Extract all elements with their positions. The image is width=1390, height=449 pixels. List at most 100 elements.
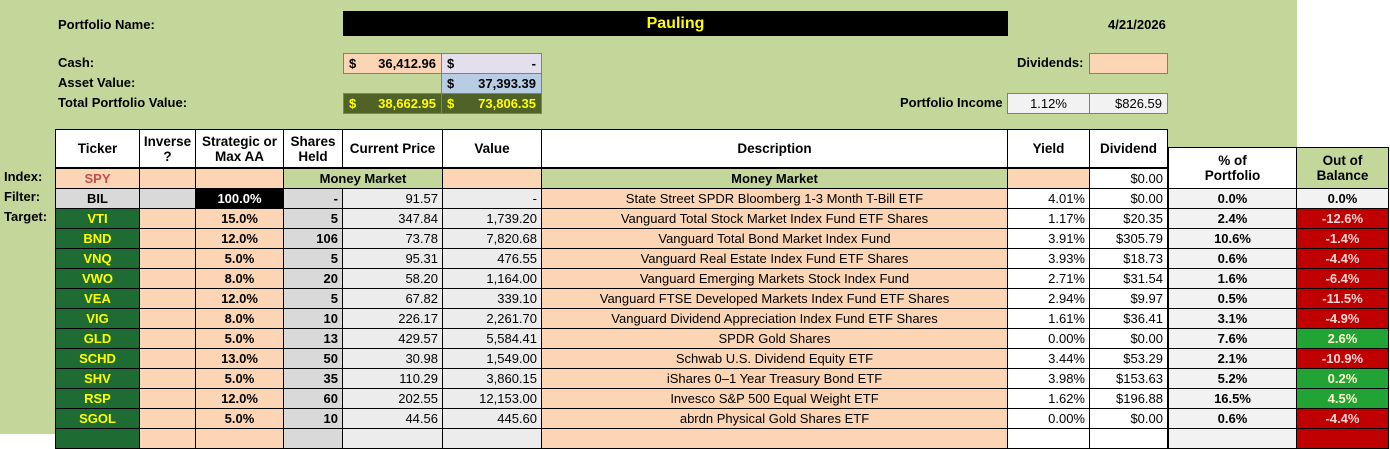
column-header: Ticker	[55, 129, 140, 168]
total-2-amount: 73,806.35	[478, 96, 536, 111]
next-row-cell	[1168, 428, 1297, 449]
ticker-cell: SGOL	[55, 408, 140, 429]
ticker-cell: VEA	[55, 288, 140, 309]
strategic-cell: 5.0%	[195, 248, 284, 269]
value-cell: 3,860.15	[442, 368, 542, 389]
value-cell: 12,153.00	[442, 388, 542, 409]
price-cell: 429.57	[342, 328, 443, 349]
strategic-cell-text: 5.0%	[224, 371, 255, 386]
inverse-cell	[139, 188, 196, 209]
price-cell: 110.29	[342, 368, 443, 389]
ticker-cell-text: SCHD	[79, 351, 116, 366]
dividend-cell: $53.29	[1089, 348, 1168, 369]
ticker-cell-text: SPY	[84, 171, 111, 186]
value-cell-text: 339.10	[497, 291, 537, 306]
inverse-cell	[139, 348, 196, 369]
strategic-cell-text: 12.0%	[221, 231, 258, 246]
column-header: Current Price	[342, 129, 443, 168]
description-cell: Vanguard Total Stock Market Index Fund E…	[541, 208, 1008, 229]
dividend-cell-text: $0.00	[1130, 411, 1163, 426]
description-cell-text: State Street SPDR Bloomberg 1-3 Month T-…	[625, 191, 924, 206]
shares-cell-text: 10	[323, 311, 338, 326]
oob-cell-text: -1.4%	[1325, 231, 1360, 246]
currency: $	[349, 96, 357, 111]
oob-cell-text: 2.6%	[1327, 331, 1358, 346]
yield-cell	[1007, 168, 1090, 189]
yield-cell-text: 2.94%	[1048, 291, 1085, 306]
pct-cell-text: 3.1%	[1217, 311, 1248, 326]
dividend-cell: $0.00	[1089, 188, 1168, 209]
description-cell-text: Vanguard Dividend Appreciation Index Fun…	[611, 311, 938, 326]
price-cell-text: 58.20	[405, 271, 438, 286]
oob-cell: -4.4%	[1296, 248, 1389, 269]
asset-value-box: $37,393.39	[441, 73, 542, 94]
value-cell: 476.55	[442, 248, 542, 269]
dividend-cell-text: $0.00	[1130, 331, 1163, 346]
currency: $	[349, 56, 357, 71]
strategic-cell-text: 5.0%	[224, 331, 255, 346]
price-cell: 226.17	[342, 308, 443, 329]
pct-cell: 0.6%	[1168, 248, 1297, 269]
strategic-cell-text: 12.0%	[221, 391, 258, 406]
price-cell-text: 44.56	[405, 411, 438, 426]
pct-cell: 5.2%	[1168, 368, 1297, 389]
price-cell-text: 30.98	[405, 351, 438, 366]
inverse-cell	[139, 268, 196, 289]
shares-cell-text: Money Market	[319, 171, 407, 186]
shares-cell-text: 10	[323, 411, 338, 426]
ticker-cell-text: VNQ	[83, 251, 112, 266]
dividend-cell-text: $0.00	[1130, 171, 1163, 186]
yield-cell-text: 1.62%	[1048, 391, 1085, 406]
yield-cell-text: 3.91%	[1048, 231, 1085, 246]
dividend-cell-text: $20.35	[1123, 211, 1163, 226]
next-row-cell	[195, 428, 284, 449]
price-cell-text: 226.17	[398, 311, 438, 326]
pct-cell-text: 0.6%	[1217, 411, 1248, 426]
description-cell-text: Vanguard FTSE Developed Markets Index Fu…	[599, 291, 950, 306]
column-header: % of Portfolio	[1168, 147, 1297, 189]
strategic-cell-text: 8.0%	[224, 311, 255, 326]
yield-cell: 1.62%	[1007, 388, 1090, 409]
dividend-cell: $31.54	[1089, 268, 1168, 289]
oob-cell-text: 4.5%	[1327, 391, 1358, 406]
next-row-cell	[1296, 428, 1389, 449]
yield-cell-text: 3.98%	[1048, 371, 1085, 386]
yield-cell: 4.01%	[1007, 188, 1090, 209]
next-row-cell	[1007, 428, 1090, 449]
strategic-cell-text: 13.0%	[221, 351, 258, 366]
ticker-cell: VIG	[55, 308, 140, 329]
description-cell-text: Vanguard Total Bond Market Index Fund	[658, 231, 891, 246]
value-cell-text: 5,584.41	[486, 331, 537, 346]
pct-cell-text: 16.5%	[1214, 391, 1251, 406]
yield-cell-text: 3.93%	[1048, 251, 1085, 266]
asset-value-amount: 37,393.39	[478, 76, 536, 91]
dividend-cell-text: $53.29	[1123, 351, 1163, 366]
price-cell-text: 202.55	[398, 391, 438, 406]
currency: $	[447, 56, 455, 71]
description-cell-text: Money Market	[731, 171, 818, 186]
header-text: Shares Held	[290, 133, 336, 164]
column-header: Value	[442, 129, 542, 168]
inverse-cell	[139, 168, 196, 189]
dividend-cell: $20.35	[1089, 208, 1168, 229]
inverse-cell	[139, 308, 196, 329]
ticker-cell: VWO	[55, 268, 140, 289]
description-cell: State Street SPDR Bloomberg 1-3 Month T-…	[541, 188, 1008, 209]
price-cell: 95.31	[342, 248, 443, 269]
column-header: Shares Held	[283, 129, 343, 168]
dividend-cell-text: $18.73	[1123, 251, 1163, 266]
dividend-cell-text: $196.88	[1116, 391, 1163, 406]
pct-cell: 0.6%	[1168, 408, 1297, 429]
value-cell: 1,739.20	[442, 208, 542, 229]
price-cell-text: 67.82	[405, 291, 438, 306]
row-label: Index:	[4, 169, 43, 184]
shares-cell: 20	[283, 268, 343, 289]
price-cell: 347.84	[342, 208, 443, 229]
oob-cell-text: -4.9%	[1325, 311, 1360, 326]
ticker-cell-text: BND	[83, 231, 112, 246]
price-cell-text: 429.57	[398, 331, 438, 346]
price-cell: 44.56	[342, 408, 443, 429]
oob-cell: -1.4%	[1296, 228, 1389, 249]
yield-cell: 0.00%	[1007, 328, 1090, 349]
